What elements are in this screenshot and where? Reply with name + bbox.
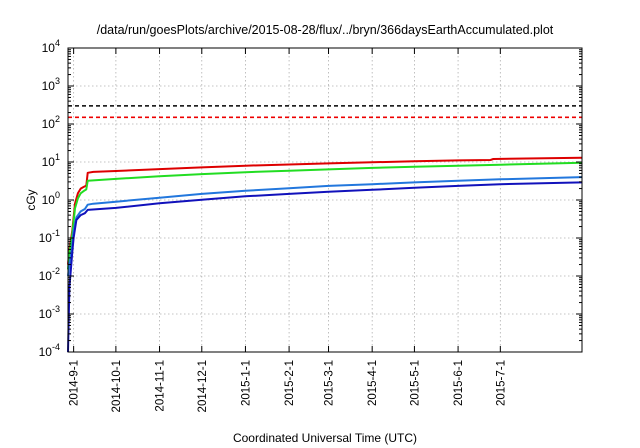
x-tick-label: 2014-11-1: [155, 360, 167, 412]
chart-title: /data/run/goesPlots/archive/2015-08-28/f…: [97, 23, 554, 37]
series-line: [67, 156, 583, 265]
y-tick-label: 10-2: [39, 266, 60, 283]
y-tick-exponent: 1: [55, 152, 60, 162]
y-tick-exponent: -3: [52, 304, 60, 314]
y-tick-base: 10: [39, 269, 53, 283]
y-tick-label: 103: [42, 76, 60, 93]
y-tick-exponent: 4: [55, 38, 60, 48]
series-line: [67, 161, 583, 270]
x-axis: 2014-9-1 2014-10-1 2014-11-1 2014-12-1 2015-…: [69, 48, 507, 412]
y-tick-label: 100: [42, 190, 60, 207]
x-tick-label: 2015-1-1: [240, 360, 252, 406]
x-axis-label: Coordinated Universal Time (UTC): [233, 431, 417, 445]
x-tick-label: 2015-6-1: [453, 360, 465, 406]
x-tick-label: 2015-4-1: [367, 360, 379, 406]
x-tick-label: 2015-3-1: [324, 360, 336, 406]
y-tick-label: 10-3: [39, 304, 60, 321]
y-tick-base: 10: [42, 79, 56, 93]
y-tick-exponent: -2: [52, 266, 60, 276]
y-tick-base: 10: [42, 155, 56, 169]
y-tick-exponent: -1: [52, 228, 60, 238]
y-tick-label: 102: [42, 114, 60, 131]
reference-lines: [68, 105, 582, 119]
y-tick-exponent: 0: [55, 190, 60, 200]
y-tick-exponent: 3: [55, 76, 60, 86]
series-line: [67, 181, 583, 353]
y-tick-base: 10: [39, 345, 53, 359]
y-tick-exponent: 2: [55, 114, 60, 124]
x-tick-label: 2014-9-1: [69, 360, 81, 406]
x-tick-label: 2015-7-1: [495, 360, 507, 406]
x-tick-label: 2015-5-1: [409, 360, 421, 406]
x-tick-label: 2014-10-1: [111, 360, 123, 412]
y-tick-base: 10: [39, 231, 53, 245]
x-tick-label: 2015-2-1: [284, 360, 296, 406]
x-tick-label: 2014-12-1: [197, 360, 209, 412]
y-tick-label: 104: [42, 38, 60, 55]
y-tick-base: 10: [42, 41, 56, 55]
y-tick-label: 101: [42, 152, 60, 169]
y-tick-label: 10-1: [39, 228, 60, 245]
y-tick-base: 10: [42, 117, 56, 131]
y-tick-label: 10-4: [39, 342, 60, 359]
y-tick-exponent: -4: [52, 342, 60, 352]
y-axis-label: cGy: [24, 189, 38, 210]
grid: [68, 48, 582, 352]
y-tick-base: 10: [42, 193, 56, 207]
y-tick-base: 10: [39, 307, 53, 321]
series-lines: [67, 156, 583, 353]
